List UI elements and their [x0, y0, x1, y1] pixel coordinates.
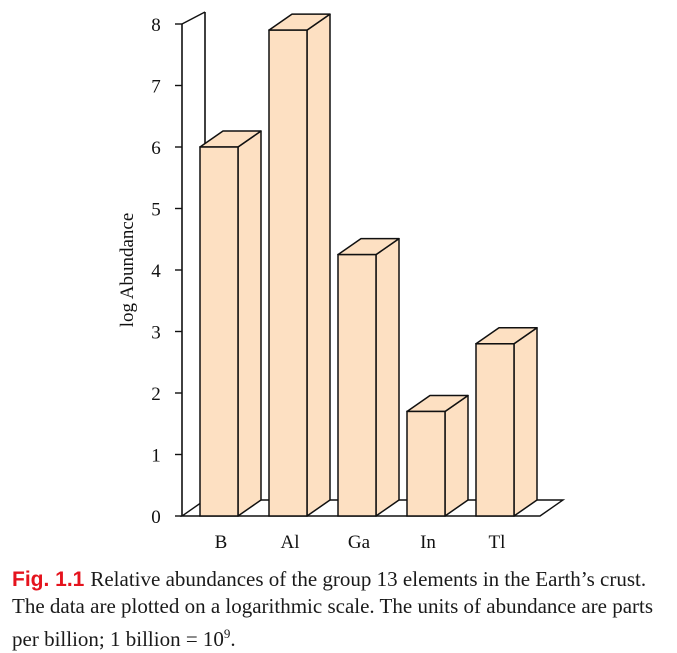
y-axis-ticks: 0 1 2 3 4 5 6 7 8 [151, 15, 182, 528]
top-depth-edge [181, 11, 206, 25]
bar-side [306, 13, 331, 517]
bar-side [444, 394, 469, 517]
bars [199, 13, 538, 517]
y-tick-label: 0 [151, 507, 161, 528]
y-tick-label: 6 [151, 138, 161, 159]
x-tick-label: B [215, 532, 228, 553]
figure-number: Fig. 1.1 [12, 568, 85, 591]
bar-chart: 0 1 2 3 4 5 6 7 8 B Al Ga In Tl log Abundance [117, 11, 566, 553]
x-tick-label: Al [281, 532, 300, 553]
y-tick-label: 4 [151, 261, 161, 282]
bar-B [199, 130, 262, 517]
y-axis-label: log Abundance [117, 213, 138, 328]
bar-Al [268, 13, 331, 517]
caption-exponent: 9 [223, 626, 231, 641]
bar-front [475, 343, 515, 517]
x-tick-label: Ga [348, 532, 371, 553]
x-tick-label: In [420, 532, 436, 553]
y-tick-label: 2 [151, 384, 161, 405]
bar-In [406, 394, 469, 517]
x-axis-labels: B Al Ga In Tl [215, 532, 506, 553]
figure-caption: Fig. 1.1 Relative abundances of the group… [12, 566, 667, 653]
y-tick-label: 3 [151, 323, 161, 344]
bar-Tl [475, 327, 538, 517]
caption-end: . [230, 627, 236, 651]
bar-side [237, 130, 262, 517]
bar-side [513, 327, 538, 517]
y-tick-label: 5 [151, 200, 161, 221]
y-tick-label: 1 [151, 446, 161, 467]
bar-front [199, 146, 239, 517]
y-tick-label: 8 [151, 15, 161, 36]
bar-front [337, 253, 377, 517]
bar-Ga [337, 237, 400, 517]
bar-side [375, 237, 400, 517]
x-tick-label: Tl [489, 532, 506, 553]
caption-text: Relative abundances of the group 13 elem… [12, 567, 654, 651]
bar-front [268, 29, 308, 517]
y-tick-label: 7 [151, 77, 161, 98]
bar-front [406, 410, 446, 517]
